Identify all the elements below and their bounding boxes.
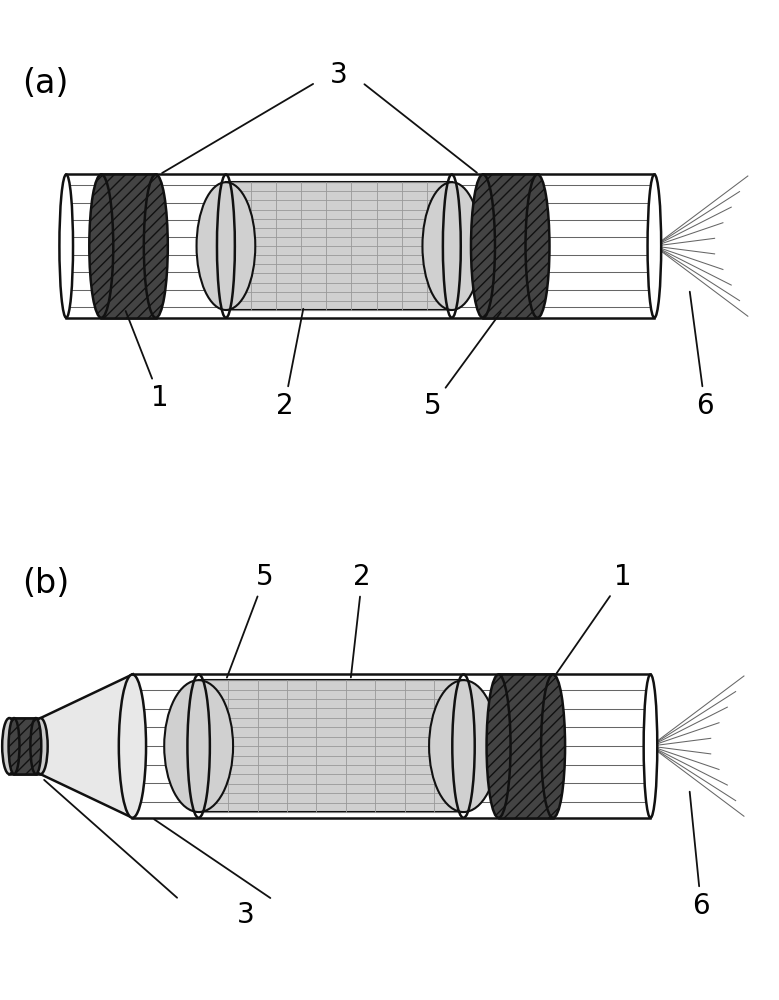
Text: 6: 6 (689, 792, 710, 920)
Ellipse shape (144, 174, 167, 318)
Bar (14, 718, 36, 774)
Bar (226, 182, 452, 310)
Ellipse shape (541, 674, 565, 818)
Ellipse shape (647, 174, 661, 318)
Text: 3: 3 (237, 901, 254, 929)
Bar (499, 674, 553, 818)
Ellipse shape (471, 174, 495, 318)
Text: (b): (b) (22, 567, 69, 600)
Ellipse shape (30, 718, 41, 774)
Bar (101, 174, 156, 318)
Ellipse shape (422, 182, 481, 310)
Text: 3: 3 (330, 61, 347, 89)
Text: 2: 2 (351, 563, 371, 677)
Ellipse shape (119, 674, 146, 818)
Ellipse shape (164, 680, 233, 812)
Ellipse shape (487, 674, 510, 818)
Text: (a): (a) (22, 67, 69, 100)
Text: 6: 6 (689, 292, 714, 420)
Ellipse shape (429, 680, 498, 812)
Bar (199, 680, 464, 812)
Bar (483, 174, 538, 318)
Ellipse shape (9, 718, 19, 774)
Text: 1: 1 (125, 311, 168, 412)
Ellipse shape (526, 174, 549, 318)
Ellipse shape (196, 182, 256, 310)
Ellipse shape (643, 674, 657, 818)
Text: 1: 1 (555, 563, 632, 676)
Polygon shape (41, 674, 132, 818)
Ellipse shape (59, 174, 73, 318)
Ellipse shape (2, 718, 16, 774)
Text: 5: 5 (227, 563, 273, 678)
Ellipse shape (33, 718, 48, 774)
Text: 2: 2 (276, 309, 303, 420)
Ellipse shape (90, 174, 113, 318)
Text: 5: 5 (424, 312, 501, 420)
